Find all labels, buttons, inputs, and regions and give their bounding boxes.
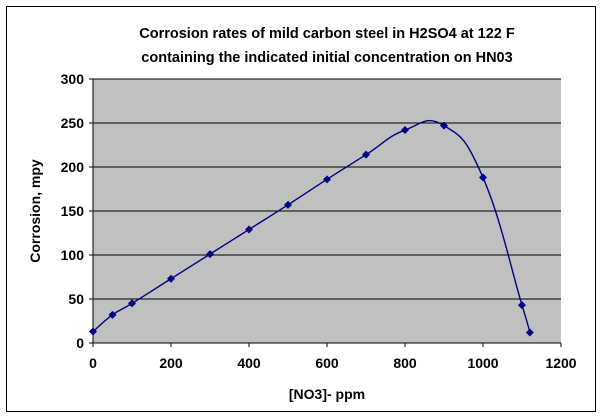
x-tick-label: 400 [237, 355, 261, 371]
x-tick-label: 200 [159, 355, 183, 371]
tick-labels: 0 50 100 150 200 250 300 0 200 400 600 800 1000 1200 [61, 71, 577, 371]
chart-frame: Corrosion rates of mild carbon steel in … [6, 6, 596, 412]
y-tick-label: 200 [61, 159, 85, 175]
data-point-marker [206, 250, 214, 259]
x-tick-label: 1000 [467, 355, 498, 371]
data-point-marker [89, 327, 97, 336]
x-tick-label: 600 [315, 355, 339, 371]
y-tick-label: 250 [61, 115, 85, 131]
data-point-marker [167, 274, 175, 283]
data-point-marker [108, 310, 117, 319]
data-point-marker [440, 121, 448, 130]
y-tick-label: 300 [61, 71, 85, 87]
data-point-marker [284, 200, 292, 209]
data-point-marker [323, 175, 331, 184]
chart-title: Corrosion rates of mild carbon steel in … [139, 26, 515, 42]
data-point-marker [525, 328, 534, 337]
chart-subtitle: containing the indicated initial concent… [141, 50, 512, 66]
series-line [92, 119, 531, 333]
y-tick-label: 150 [61, 203, 85, 219]
data-point-marker [245, 225, 253, 234]
x-tick-label: 0 [89, 355, 97, 371]
x-axis-title: [NO3]- ppm [289, 386, 365, 402]
data-point-marker [128, 299, 136, 308]
y-tick-label: 50 [68, 291, 84, 307]
y-tick-label: 0 [76, 335, 84, 351]
data-point-marker [362, 150, 370, 159]
data-point-marker [479, 173, 487, 182]
x-tick-label: 1200 [545, 355, 576, 371]
data-point-marker [401, 126, 409, 135]
y-axis-title: Corrosion, mpy [27, 159, 43, 263]
x-tick-label: 800 [393, 355, 417, 371]
y-tick-label: 100 [61, 247, 85, 263]
line-chart: Corrosion rates of mild carbon steel in … [27, 26, 577, 402]
data-points [89, 121, 534, 337]
gridlines [93, 78, 561, 300]
data-point-marker [518, 301, 526, 310]
